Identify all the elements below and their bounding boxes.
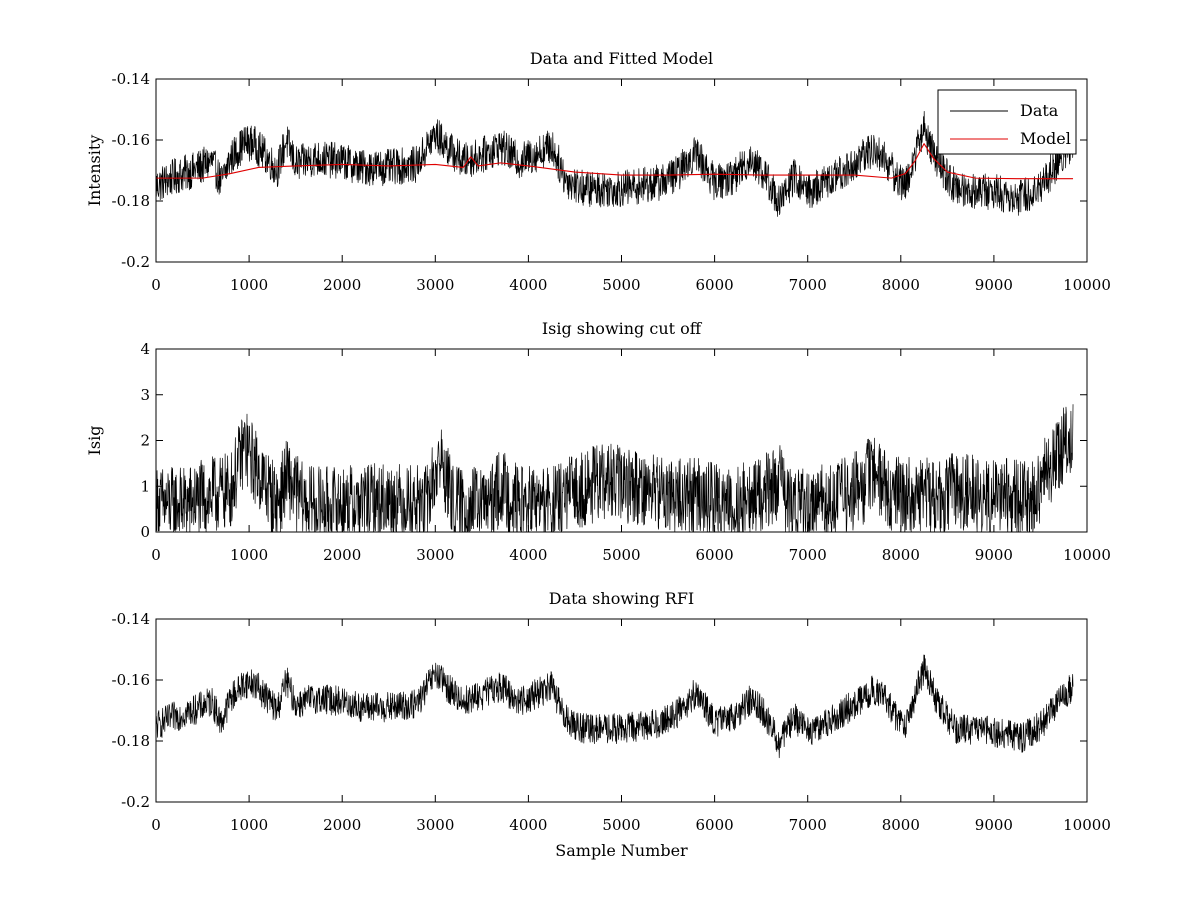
- x-tick-label: 4000: [509, 546, 547, 564]
- x-tick-label: 10000: [1063, 816, 1111, 834]
- x-tick-label: 0: [151, 816, 161, 834]
- y-axis-label: Intensity: [85, 135, 104, 207]
- x-tick-label: 6000: [696, 546, 734, 564]
- x-tick-label: 0: [151, 276, 161, 294]
- x-tick-label: 8000: [882, 276, 920, 294]
- y-tick-label: 2: [140, 432, 150, 450]
- chart-panel-2: 0 1000 2000 3000 4000 5000 6000 7000 8000 9000 100…: [85, 319, 1111, 564]
- x-tick-label: 2000: [323, 276, 361, 294]
- charts: 0 1000 2000 3000 4000 5000 6000 7000 8000 9000 100…: [85, 49, 1111, 860]
- legend-label-model: Model: [1020, 129, 1071, 148]
- y-tick-label: -0.2: [121, 253, 150, 271]
- series-line-data: [156, 654, 1074, 759]
- series-line-model: [156, 143, 1074, 180]
- y-tick-label: -0.14: [112, 610, 150, 628]
- plot-area: [156, 654, 1074, 759]
- plot-area: [156, 110, 1074, 217]
- x-tick-label: 9000: [975, 816, 1013, 834]
- legend-label-data: Data: [1020, 101, 1059, 120]
- x-tick-label: 0: [151, 546, 161, 564]
- x-tick-label: 2000: [323, 816, 361, 834]
- x-tick-label: 3000: [416, 276, 454, 294]
- x-axis-label: Sample Number: [555, 841, 688, 860]
- chart-title: Data and Fitted Model: [530, 49, 713, 68]
- y-tick-label: -0.16: [112, 671, 150, 689]
- plot-area: [156, 404, 1074, 532]
- x-tick-label: 4000: [509, 816, 547, 834]
- chart-title: Isig showing cut off: [542, 319, 703, 338]
- x-tick-label: 1000: [230, 276, 268, 294]
- y-axis-label: Isig: [85, 426, 104, 456]
- x-tick-label: 4000: [509, 276, 547, 294]
- chart-panel-3: 0 1000 2000 3000 4000 5000 6000 7000 8000 9000 100…: [112, 589, 1111, 860]
- y-tick-label: 1: [140, 477, 150, 495]
- y-tick-label: 3: [140, 386, 150, 404]
- x-tick-label: 5000: [602, 816, 640, 834]
- x-tick-label: 3000: [416, 546, 454, 564]
- series-line-isig: [156, 404, 1074, 532]
- x-tick-label: 1000: [230, 816, 268, 834]
- x-tick-label: 6000: [696, 816, 734, 834]
- x-tick-label: 5000: [602, 276, 640, 294]
- x-tick-label: 9000: [975, 276, 1013, 294]
- chart-panel-1: 0 1000 2000 3000 4000 5000 6000 7000 8000 9000 100…: [85, 49, 1111, 294]
- y-tick-label: -0.18: [112, 192, 150, 210]
- x-tick-label: 6000: [696, 276, 734, 294]
- x-tick-label: 8000: [882, 546, 920, 564]
- x-tick-label: 10000: [1063, 276, 1111, 294]
- x-tick-label: 5000: [602, 546, 640, 564]
- legend-box: [937, 89, 1077, 155]
- x-tick-label: 3000: [416, 816, 454, 834]
- y-tick-label: -0.2: [121, 793, 150, 811]
- chart-title: Data showing RFI: [549, 589, 694, 608]
- x-tick-label: 10000: [1063, 546, 1111, 564]
- y-tick-label: -0.18: [112, 732, 150, 750]
- y-tick-label: -0.16: [112, 131, 150, 149]
- x-tick-label: 1000: [230, 546, 268, 564]
- y-tick-label: 4: [140, 340, 150, 358]
- x-tick-label: 7000: [789, 276, 827, 294]
- x-tick-label: 2000: [323, 546, 361, 564]
- x-tick-label: 9000: [975, 546, 1013, 564]
- legend: Data Model: [937, 89, 1077, 155]
- x-tick-label: 8000: [882, 816, 920, 834]
- x-tick-label: 7000: [789, 546, 827, 564]
- y-tick-label: -0.14: [112, 70, 150, 88]
- series-line-data: [156, 110, 1074, 217]
- y-tick-label: 0: [140, 523, 150, 541]
- x-tick-label: 7000: [789, 816, 827, 834]
